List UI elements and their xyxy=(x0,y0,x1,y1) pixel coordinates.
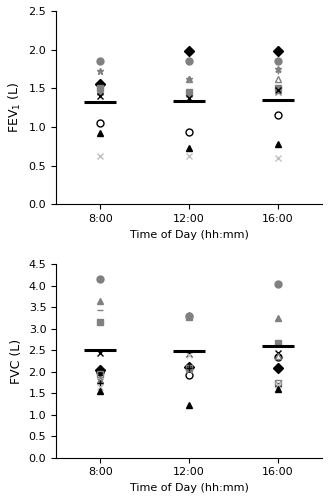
X-axis label: Time of Day (hh:mm): Time of Day (hh:mm) xyxy=(130,483,248,493)
Y-axis label: FVC (L): FVC (L) xyxy=(10,338,23,384)
X-axis label: Time of Day (hh:mm): Time of Day (hh:mm) xyxy=(130,230,248,239)
Y-axis label: FEV$_1$ (L): FEV$_1$ (L) xyxy=(7,82,23,134)
